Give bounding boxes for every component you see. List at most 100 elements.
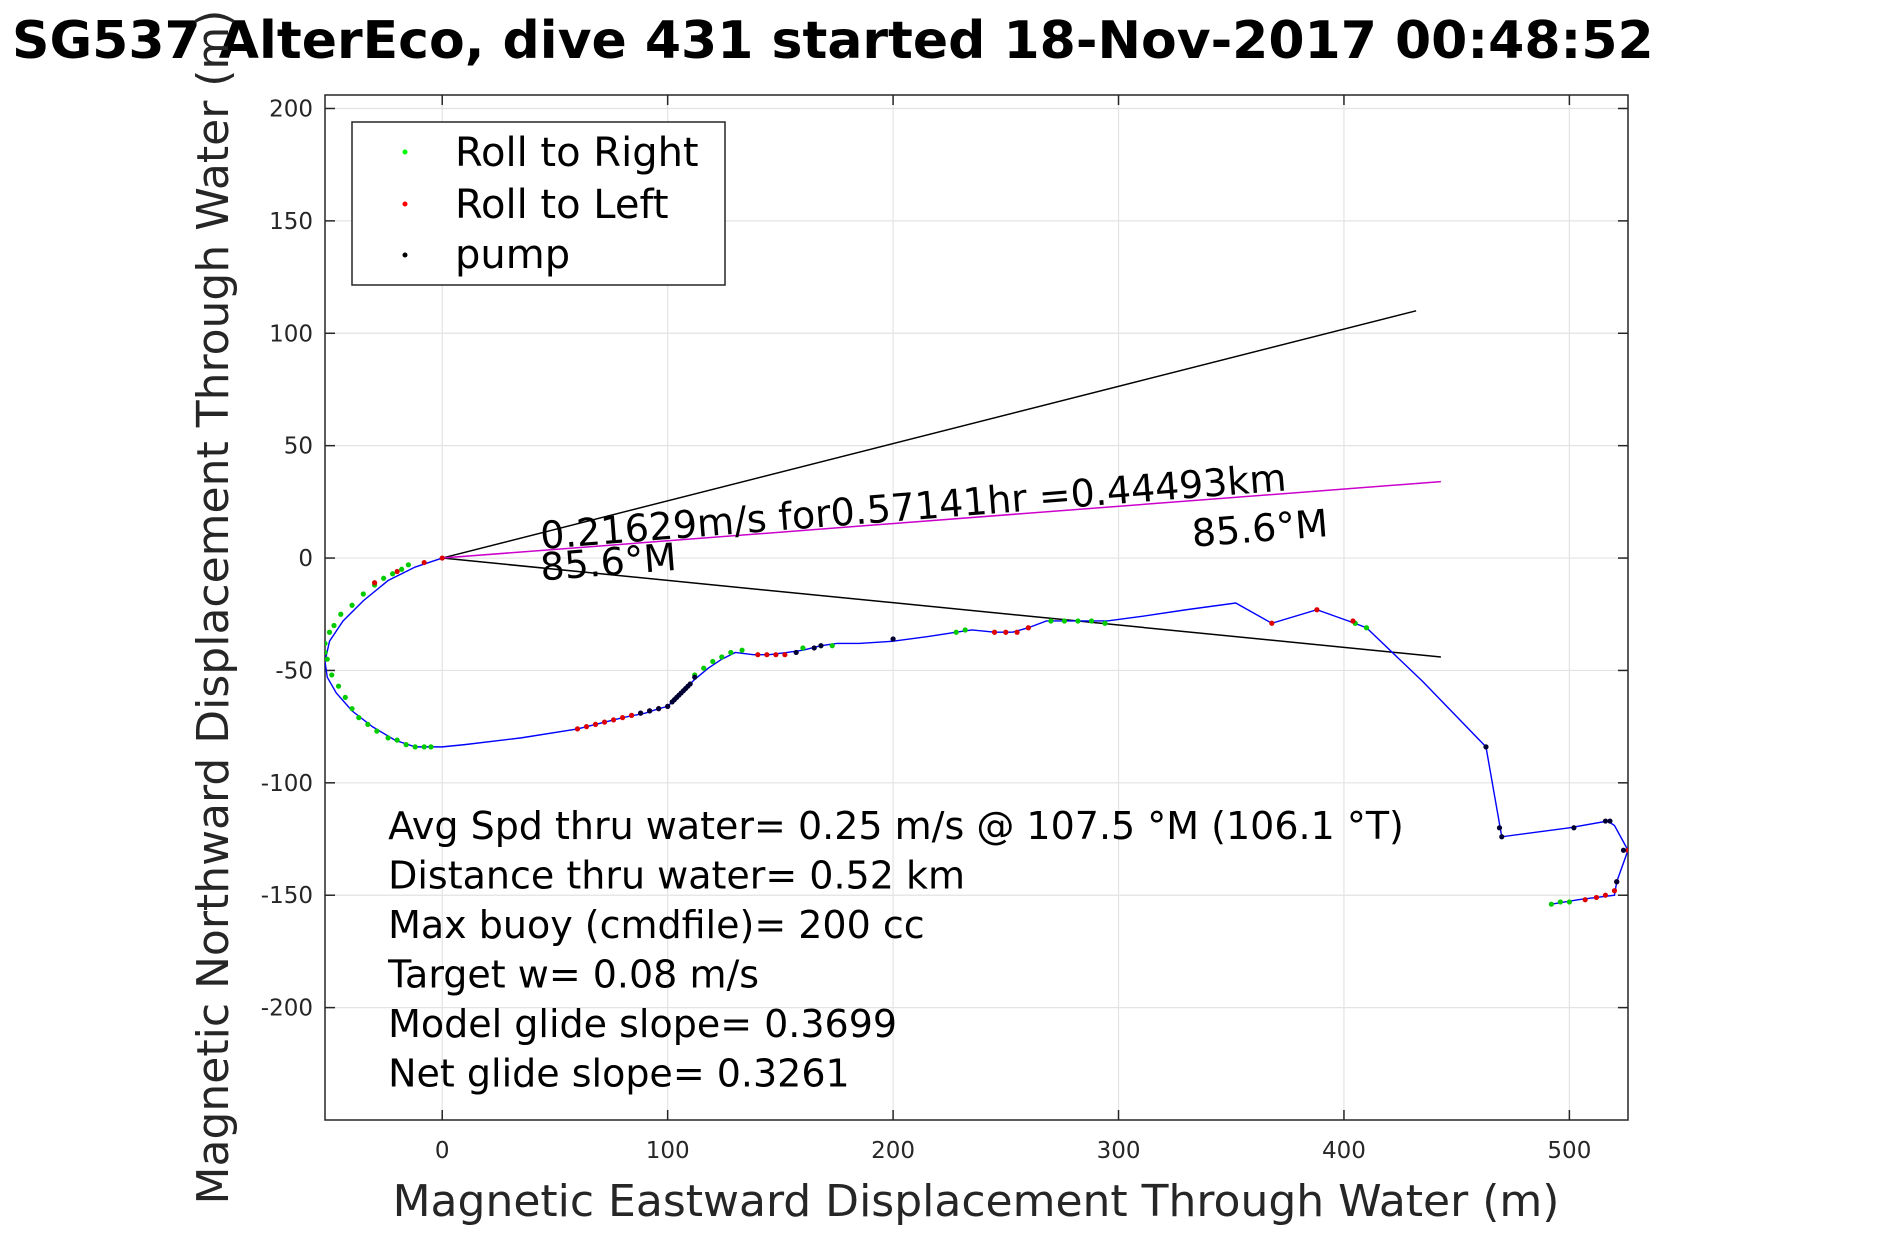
roll-left-point bbox=[1582, 897, 1588, 903]
roll-left-point bbox=[371, 580, 378, 586]
legend-marker-roll-left bbox=[402, 201, 408, 207]
heading-line-0 bbox=[442, 310, 1417, 559]
roll-left-point bbox=[1003, 629, 1009, 635]
pump-point bbox=[811, 645, 817, 651]
pump-point bbox=[1483, 744, 1489, 750]
roll-right-point bbox=[349, 706, 355, 712]
legend: Roll to Right Roll to Left pump bbox=[351, 121, 726, 286]
roll-right-point bbox=[1557, 899, 1563, 905]
roll-right-point bbox=[390, 571, 396, 577]
x-tick-label: 200 bbox=[871, 1138, 915, 1164]
info-line: Distance thru water= 0.52 km bbox=[388, 854, 965, 898]
plot-frame bbox=[324, 94, 1629, 1121]
roll-right-point bbox=[1061, 618, 1068, 624]
roll-right-point bbox=[374, 728, 380, 734]
heading-line-1 bbox=[442, 557, 1441, 658]
roll-right-point bbox=[1075, 618, 1081, 624]
roll-right-point bbox=[1566, 899, 1572, 905]
roll-right-point bbox=[421, 744, 427, 750]
legend-label-pump: pump bbox=[455, 232, 570, 278]
legend-label-roll-left: Roll to Left bbox=[455, 182, 669, 228]
pump-point bbox=[1620, 847, 1627, 853]
roll-left-point bbox=[421, 559, 427, 566]
roll-right-point bbox=[342, 694, 348, 701]
y-tick-label: 150 bbox=[269, 209, 313, 235]
x-tick-label: 500 bbox=[1547, 1138, 1591, 1164]
pump-point bbox=[656, 706, 662, 712]
roll-left-point bbox=[1269, 620, 1275, 626]
roll-left-point bbox=[1314, 607, 1320, 613]
roll-right-point bbox=[719, 654, 725, 660]
x-tick-label: 300 bbox=[1097, 1138, 1141, 1164]
y-tick-label: 100 bbox=[269, 321, 313, 347]
roll-left-point bbox=[601, 719, 608, 725]
pump-point bbox=[1614, 879, 1620, 885]
roll-right-point bbox=[1363, 625, 1370, 631]
pump-point bbox=[692, 674, 698, 680]
pump-point bbox=[1571, 825, 1577, 831]
pump-point bbox=[890, 636, 896, 642]
roll-right-point bbox=[356, 715, 362, 721]
y-tick-label: -100 bbox=[261, 771, 313, 797]
roll-right-point bbox=[701, 665, 707, 671]
y-tick-label: 50 bbox=[284, 434, 313, 460]
roll-right-point bbox=[800, 645, 806, 651]
roll-right-point bbox=[953, 629, 959, 635]
roll-right-point bbox=[1088, 618, 1095, 624]
y-tick-label: -200 bbox=[261, 996, 313, 1022]
heading-line-2 bbox=[442, 480, 1441, 559]
roll-right-point bbox=[329, 672, 335, 678]
info-line: Target w= 0.08 m/s bbox=[387, 953, 759, 997]
annotations: 0.21629m/s for0.57141hr =0.44493km85.6°M… bbox=[539, 455, 1330, 589]
roll-right-point bbox=[349, 602, 355, 608]
pump-point bbox=[793, 649, 799, 656]
roll-left-point bbox=[1611, 888, 1618, 894]
axis-ticks: 0 100 200 300 400 500 -200 -150 -100 -50 0 50 100 150… bbox=[261, 95, 1628, 1164]
x-tick-label: 0 bbox=[435, 1138, 450, 1164]
roll-left-point bbox=[764, 652, 770, 658]
roll-left-point bbox=[628, 712, 635, 718]
pump-point bbox=[647, 708, 653, 714]
y-axis-label: Magnetic Northward Displacement Through … bbox=[188, 10, 239, 1205]
annotation-2: 85.6°M bbox=[1190, 501, 1329, 556]
y-tick-label: -150 bbox=[261, 883, 313, 909]
roll-right-point bbox=[325, 640, 328, 647]
roll-left-point bbox=[1025, 625, 1031, 631]
info-line: Model glide slope= 0.3699 bbox=[388, 1002, 897, 1046]
pump-point bbox=[665, 703, 671, 710]
x-axis-label: Magnetic Eastward Displacement Through W… bbox=[393, 1176, 1560, 1227]
roll-right-point bbox=[412, 744, 418, 750]
track bbox=[325, 557, 1628, 905]
roll-left-point bbox=[773, 652, 779, 658]
pump-point bbox=[687, 681, 693, 687]
roll-right-point bbox=[325, 656, 330, 662]
roll-left-point bbox=[1593, 894, 1600, 901]
pump-point bbox=[1602, 818, 1609, 824]
legend-marker-pump bbox=[402, 252, 408, 258]
pump-point bbox=[1607, 818, 1613, 824]
roll-right-point bbox=[829, 643, 835, 649]
markers bbox=[325, 555, 1628, 907]
roll-right-point bbox=[739, 647, 745, 653]
roll-left-point bbox=[394, 568, 400, 575]
info-line: Max buoy (cmdfile)= 200 cc bbox=[388, 903, 925, 947]
legend-marker-roll-right bbox=[402, 149, 408, 155]
roll-right-point bbox=[1048, 618, 1054, 624]
info-line: Net glide slope= 0.3261 bbox=[388, 1052, 850, 1096]
roll-right-point bbox=[394, 737, 400, 743]
roll-right-point bbox=[360, 591, 366, 597]
y-tick-label: 0 bbox=[298, 546, 313, 572]
roll-right-point bbox=[325, 649, 328, 656]
roll-right-point bbox=[728, 649, 734, 656]
track-line bbox=[325, 557, 1628, 905]
roll-right-point bbox=[962, 627, 968, 633]
pump-point bbox=[1499, 834, 1505, 840]
roll-left-point bbox=[991, 629, 998, 635]
roll-left-point bbox=[1602, 892, 1609, 898]
roll-right-point bbox=[1102, 620, 1108, 626]
roll-right-point bbox=[403, 742, 409, 748]
roll-left-point bbox=[592, 721, 599, 727]
info-line: Avg Spd thru water= 0.25 m/s @ 107.5 °M … bbox=[388, 804, 1404, 848]
info-text: Avg Spd thru water= 0.25 m/s @ 107.5 °M … bbox=[387, 804, 1404, 1096]
